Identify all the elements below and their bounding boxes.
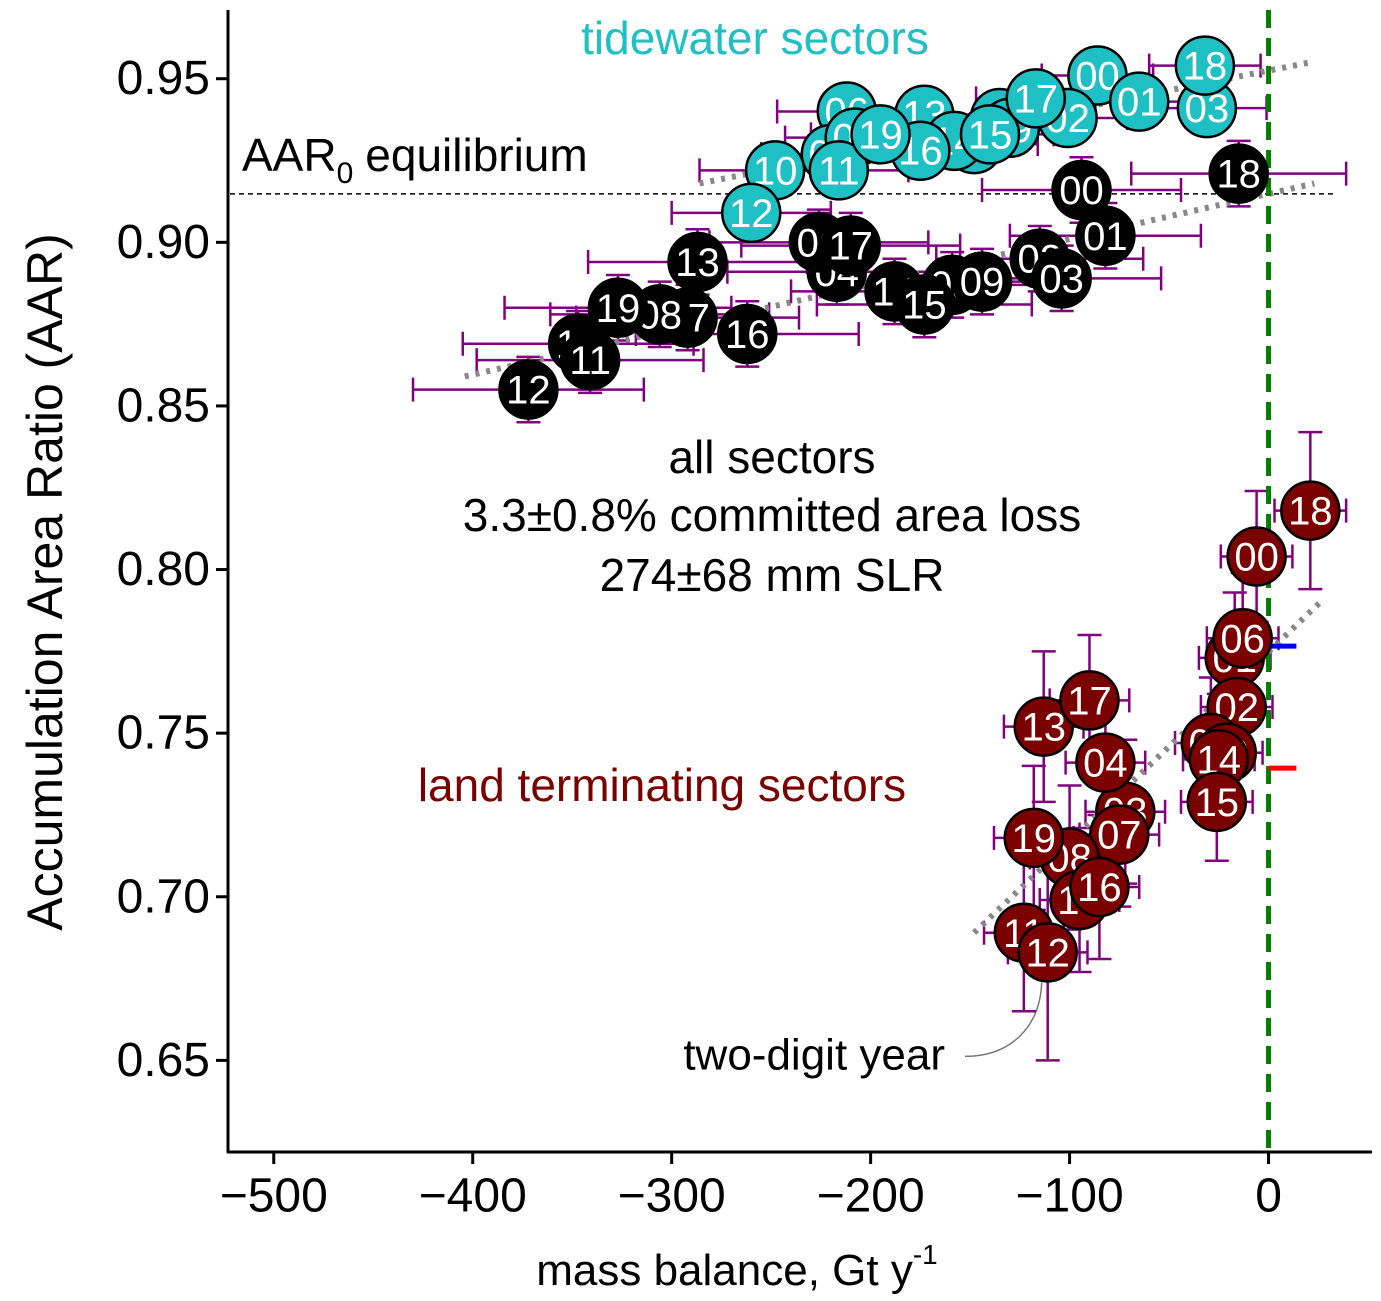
- point: [850, 104, 911, 165]
- point: [1089, 804, 1150, 865]
- x-axis-title-main: mass balance, Gt y: [536, 1246, 913, 1295]
- point-label: 17: [1067, 679, 1112, 723]
- point-label: 00: [1059, 169, 1104, 213]
- point: [1017, 922, 1078, 983]
- point-label: 07: [1097, 814, 1142, 858]
- point-label: 15: [968, 113, 1013, 157]
- point: [1075, 732, 1136, 793]
- point: [1174, 35, 1236, 96]
- point: [1059, 670, 1120, 731]
- point-label: 19: [858, 113, 903, 157]
- point-label: 18: [1288, 490, 1333, 534]
- x-tick-label: −400: [419, 1170, 527, 1223]
- annotation: 3.3±0.8% committed area loss: [463, 489, 1081, 541]
- point: [820, 215, 881, 276]
- point-label: 09: [960, 261, 1005, 305]
- annotation: 274±68 mm SLR: [600, 549, 945, 601]
- series-label: land terminating sectors: [418, 759, 906, 811]
- hline-label-sub: 0: [337, 157, 354, 190]
- hline-label: AAR0 equilibrium: [242, 129, 588, 190]
- point-label: 04: [1083, 742, 1128, 786]
- y-tick-label: 0.90: [117, 216, 210, 269]
- x-tick-label: −200: [817, 1170, 925, 1223]
- point: [1003, 807, 1065, 869]
- point: [667, 231, 728, 293]
- point-label: 01: [1117, 81, 1162, 125]
- point: [1075, 205, 1136, 267]
- point-label: 17: [828, 225, 873, 269]
- point-label: 19: [596, 287, 641, 331]
- point-label: 13: [1021, 706, 1066, 750]
- point-label: 13: [675, 241, 720, 285]
- point: [1280, 480, 1341, 541]
- point: [1005, 68, 1067, 129]
- series-label: tidewater sectors: [581, 12, 929, 64]
- y-tick-label: 0.70: [117, 870, 210, 923]
- x-axis-title-sup: -1: [913, 1239, 938, 1270]
- point: [1031, 248, 1092, 309]
- point: [587, 277, 649, 339]
- point: [1212, 608, 1273, 669]
- point: [1208, 143, 1269, 204]
- point-label: 12: [729, 192, 774, 236]
- x-axis-title: mass balance, Gt y-1: [536, 1239, 938, 1295]
- point-label: 03: [1039, 257, 1084, 301]
- point: [1226, 526, 1287, 587]
- point-label: 18: [1183, 45, 1228, 89]
- note-connector: [964, 982, 1043, 1058]
- point: [1013, 696, 1074, 757]
- point-label: 06: [1220, 617, 1265, 661]
- series-label: all sectors: [668, 431, 875, 483]
- point-label: 15: [1195, 781, 1240, 825]
- y-tick-label: 0.95: [117, 52, 210, 105]
- point-label: 00: [1234, 535, 1279, 579]
- point-label: 11: [818, 149, 860, 193]
- point: [559, 329, 621, 391]
- x-tick-label: 0: [1255, 1170, 1282, 1223]
- x-tick-label: −100: [1016, 1170, 1124, 1223]
- point-label: 17: [1014, 77, 1059, 121]
- point-label: 15: [902, 283, 947, 327]
- point: [959, 104, 1021, 165]
- point: [1108, 71, 1170, 132]
- point-label: 16: [725, 313, 770, 357]
- point: [894, 274, 955, 335]
- hline-label-main: AAR: [242, 129, 337, 181]
- point: [721, 182, 782, 244]
- hline-label-rest: equilibrium: [365, 129, 587, 181]
- y-axis-title: Accumulation Area Ratio (AAR): [17, 233, 73, 931]
- point-label: 01: [1083, 215, 1128, 259]
- point-label: 16: [1077, 866, 1122, 910]
- point-label: 18: [1216, 153, 1261, 197]
- point: [1069, 856, 1130, 918]
- y-tick-label: 0.65: [117, 1034, 210, 1087]
- y-tick-label: 0.75: [117, 707, 210, 760]
- point: [1186, 771, 1248, 833]
- point-label: 12: [506, 369, 551, 413]
- point-label: 11: [569, 339, 611, 383]
- y-tick-label: 0.85: [117, 379, 210, 432]
- note: two-digit year: [683, 1031, 945, 1080]
- point: [808, 140, 870, 201]
- point-label: 12: [1025, 931, 1070, 975]
- point: [498, 359, 559, 420]
- y-tick-label: 0.80: [117, 543, 210, 596]
- point: [717, 303, 778, 365]
- x-tick-label: −300: [618, 1170, 726, 1223]
- point-label: 19: [1012, 817, 1057, 861]
- point: [951, 251, 1013, 312]
- x-tick-label: −500: [220, 1170, 328, 1223]
